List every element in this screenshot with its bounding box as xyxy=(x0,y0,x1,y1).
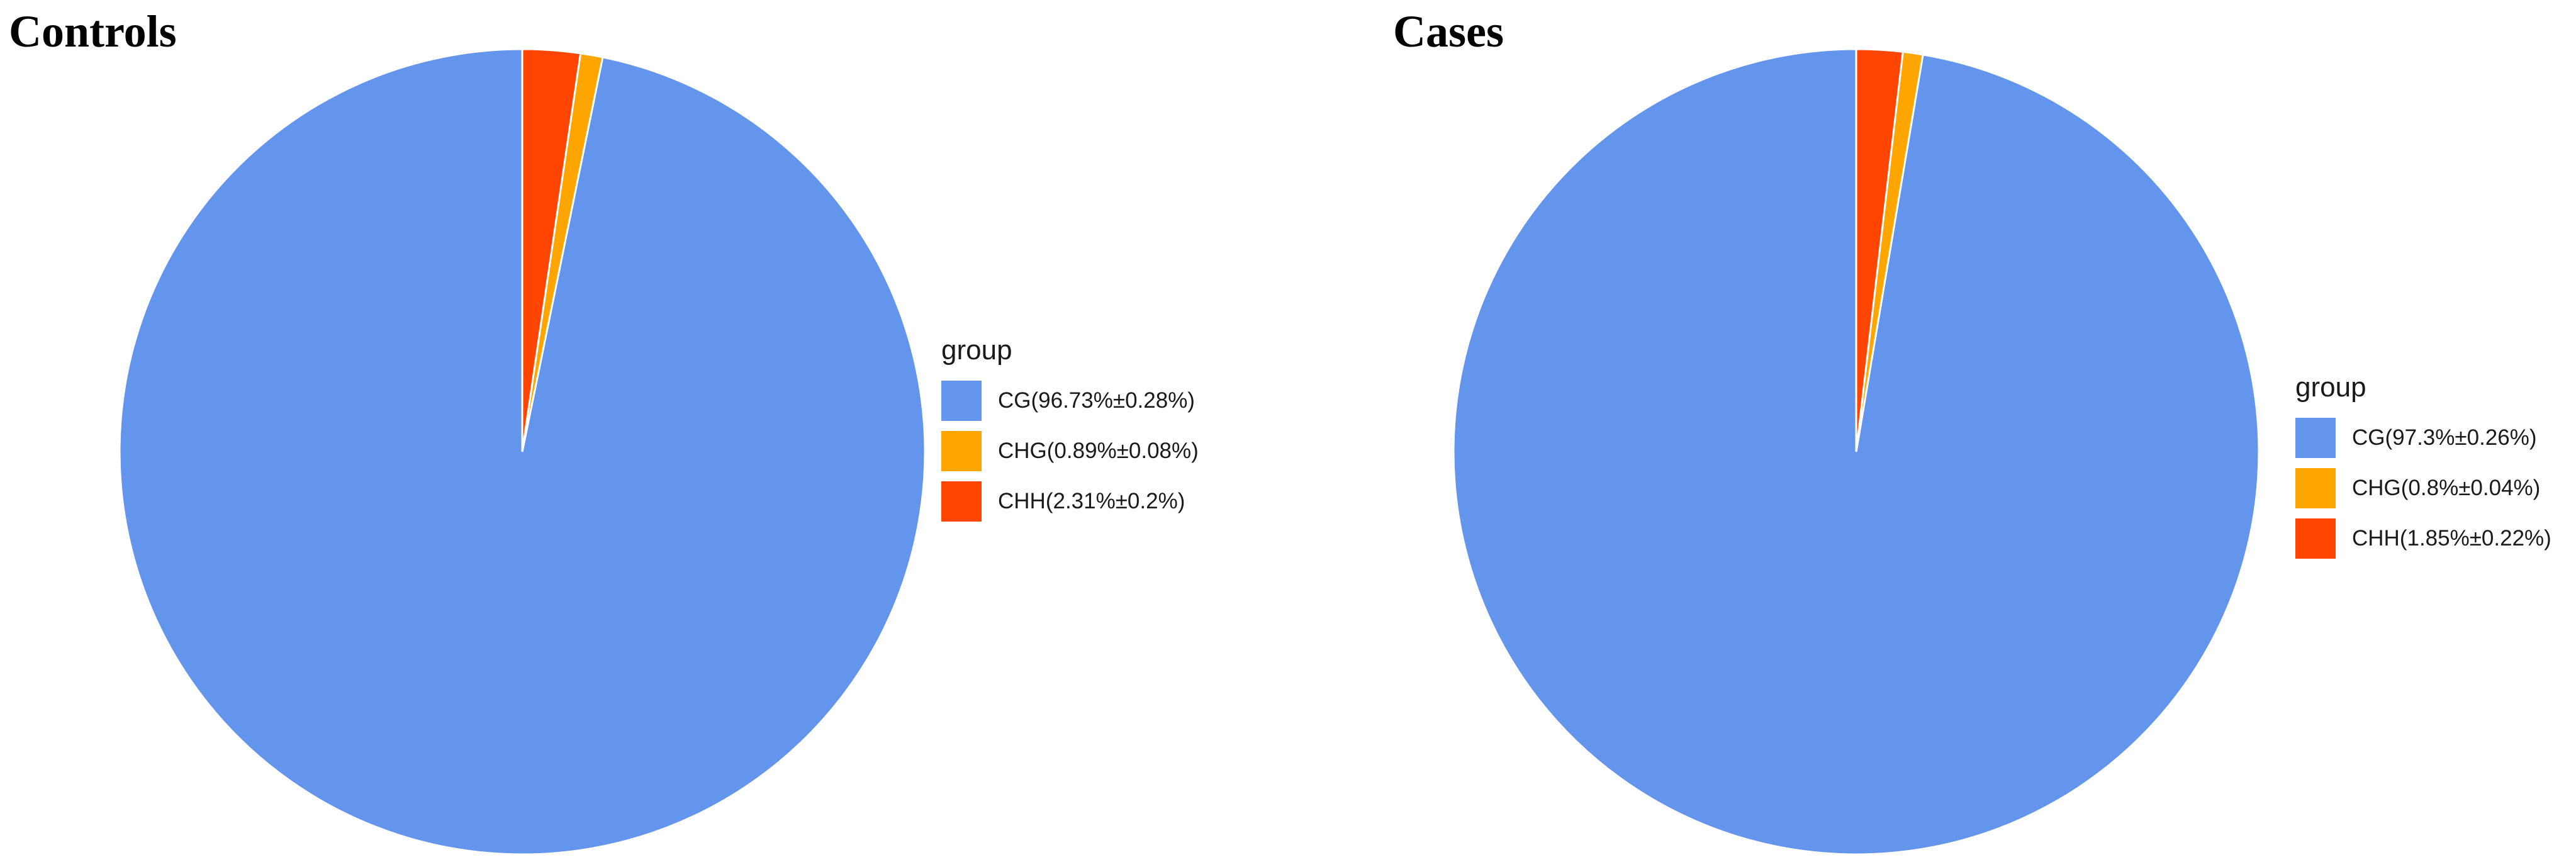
legend-item-chh: CHH(2.31%±0.2%) xyxy=(941,476,1199,527)
legend-item-chg: CHG(0.89%±0.08%) xyxy=(941,426,1199,476)
legend-key-chg xyxy=(2295,468,2336,508)
legend-title: group xyxy=(2295,372,2366,403)
legend-label-chh: CHH(2.31%±0.2%) xyxy=(998,489,1185,513)
pie-chart-controls xyxy=(118,48,926,856)
chart-title: Cases xyxy=(1393,6,1504,57)
legend-key-chh xyxy=(941,481,982,522)
chart-title: Controls xyxy=(9,6,177,57)
legend-label-cg: CG(97.3%±0.26%) xyxy=(2352,425,2537,450)
legend-item-cg: CG(96.73%±0.28%) xyxy=(941,376,1199,426)
legend-item-cg: CG(97.3%±0.26%) xyxy=(2295,413,2551,463)
legend-label-chg: CHG(0.8%±0.04%) xyxy=(2352,476,2541,500)
pie-slice-chh xyxy=(521,48,582,452)
legend-key-chg xyxy=(941,431,982,471)
legend-label-chh: CHH(1.85%±0.22%) xyxy=(2352,526,2551,551)
legend-label-cg: CG(96.73%±0.28%) xyxy=(998,388,1195,413)
legend-title: group xyxy=(941,335,1012,366)
legend-key-cg xyxy=(941,381,982,421)
legend-item-chg: CHG(0.8%±0.04%) xyxy=(2295,463,2551,513)
legend-key-chh xyxy=(2295,518,2336,559)
pie-panel-controls: Controls group CG(96.73%±0.28%) CHG(0.89… xyxy=(9,6,1199,856)
pie-slice-chh xyxy=(1855,48,1904,452)
legend: group CG(96.73%±0.28%) CHG(0.89%±0.08%) … xyxy=(941,337,1199,527)
legend-label-chg: CHG(0.89%±0.08%) xyxy=(998,439,1199,463)
legend-key-cg xyxy=(2295,418,2336,458)
pie-panel-cases: Cases group CG(97.3%±0.26%) CHG(0.8%±0.0… xyxy=(1328,0,2576,867)
legend: group CG(97.3%±0.26%) CHG(0.8%±0.04%) CH… xyxy=(2295,374,2551,564)
pie-chart-cases xyxy=(1452,48,2260,856)
legend-item-chh: CHH(1.85%±0.22%) xyxy=(2295,513,2551,564)
